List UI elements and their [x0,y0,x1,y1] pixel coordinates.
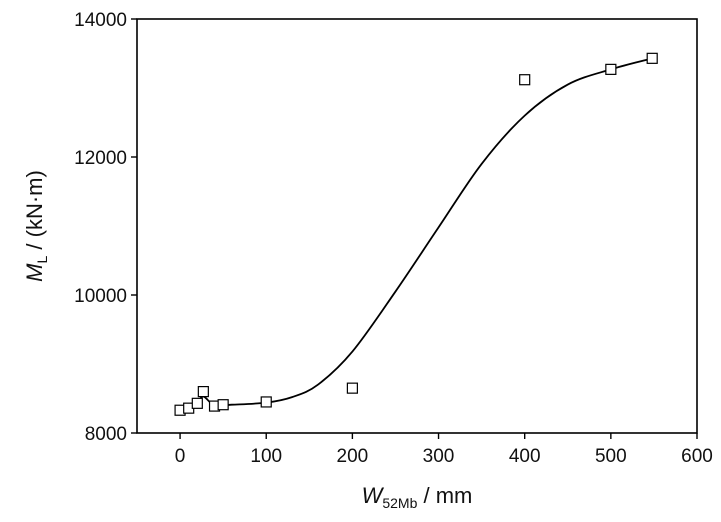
y-axis-label-main: M [22,263,47,282]
data-point-8 [519,74,531,86]
y-axis-label: ML / (kN·m) [22,170,50,282]
y-tick-label-0: 8000 [85,424,127,445]
y-tick-label-2: 12000 [74,148,127,169]
y-axis-label-unit: / (kN·m) [22,170,47,256]
x-tick-label-3: 300 [423,446,455,467]
y-tick-label-1: 10000 [74,286,127,307]
x-axis-label: W52Mb / mm [362,483,473,511]
data-point-5 [217,399,229,411]
x-axis-label-sub: 52Mb [382,495,417,511]
data-points-layer [174,52,658,416]
plot-frame [136,18,698,434]
data-point-2 [191,397,203,409]
data-point-3 [197,386,209,398]
fit-curve-layer [179,57,653,412]
data-point-7 [346,382,358,394]
x-axis-label-unit: / mm [417,483,472,508]
fit-curve [179,57,653,412]
data-point-6 [260,396,272,408]
x-tick-label-2: 200 [337,446,369,467]
x-tick-label-1: 100 [250,446,282,467]
ticks-layer: 0 100 200 300 400 500 600 8000 10000 12000 14000 [74,10,713,467]
x-tick-label-4: 400 [509,446,541,467]
y-tick-label-3: 14000 [74,10,127,31]
data-point-9 [605,63,617,75]
x-tick-label-0: 0 [175,446,186,467]
data-point-10 [646,52,658,64]
y-axis-label-sub: L [34,256,50,264]
x-axis-label-main: W [362,483,385,508]
x-tick-label-5: 500 [595,446,627,467]
x-tick-label-6: 600 [681,446,713,467]
